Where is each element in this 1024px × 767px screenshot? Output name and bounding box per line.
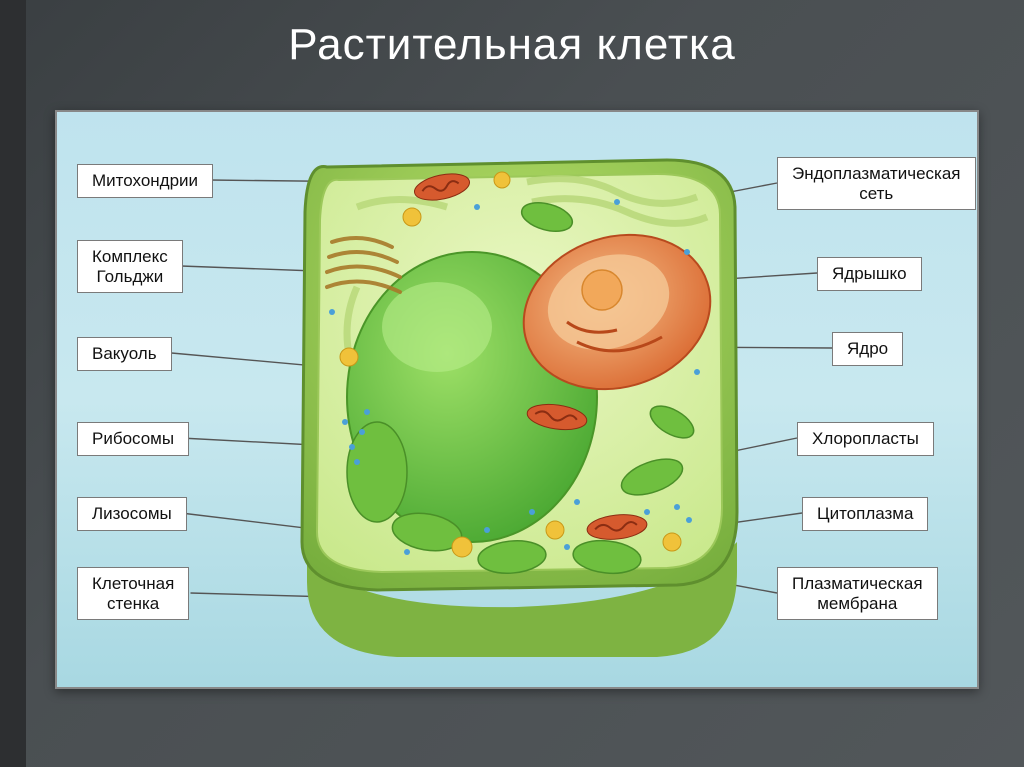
label-membrane: Плазматическая мембрана (777, 567, 938, 620)
label-chloroplasts: Хлоропласты (797, 422, 934, 456)
label-cytoplasm: Цитоплазма (802, 497, 928, 531)
vacuole-highlight (382, 282, 492, 372)
nucleolus (582, 270, 622, 310)
label-golgi: Комплекс Гольджи (77, 240, 183, 293)
slide: Растительная клетка (0, 0, 1024, 767)
label-mitochondria: Митохондрии (77, 164, 213, 198)
diagram-panel: Митохондрии Комплекс Гольджи Вакуоль Рибосо… (55, 110, 979, 689)
label-ribosomes: Рибосомы (77, 422, 189, 456)
label-lysosomes: Лизосомы (77, 497, 187, 531)
label-nucleolus: Ядрышко (817, 257, 922, 291)
plant-cell-diagram (287, 142, 747, 662)
label-er: Эндоплазматическая сеть (777, 157, 976, 210)
label-nucleus: Ядро (832, 332, 903, 366)
slide-accent-bar (0, 0, 26, 767)
label-cell_wall: Клеточная стенка (77, 567, 189, 620)
slide-title: Растительная клетка (0, 20, 1024, 70)
label-vacuole: Вакуоль (77, 337, 172, 371)
